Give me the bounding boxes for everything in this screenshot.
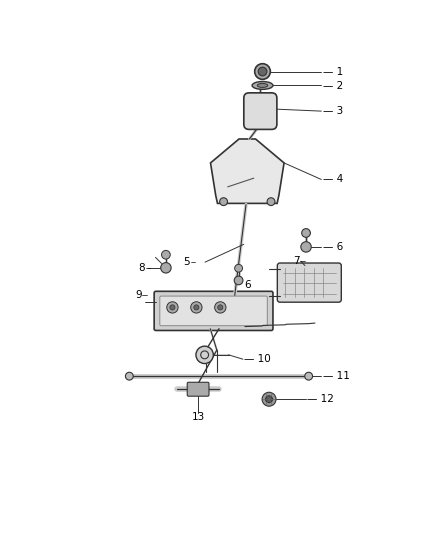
Circle shape (234, 276, 243, 285)
Circle shape (267, 198, 275, 206)
FancyBboxPatch shape (277, 263, 341, 302)
Text: 13: 13 (191, 411, 205, 422)
Circle shape (254, 63, 270, 79)
Circle shape (258, 67, 267, 76)
Text: — 6: — 6 (322, 242, 343, 252)
Text: 7: 7 (293, 256, 300, 266)
Text: — 1: — 1 (322, 67, 343, 77)
FancyBboxPatch shape (244, 93, 277, 130)
Polygon shape (211, 139, 284, 204)
Circle shape (125, 372, 133, 380)
Text: — 10: — 10 (244, 354, 271, 364)
Text: 6: 6 (244, 280, 251, 290)
Text: — 2: — 2 (322, 82, 343, 91)
Text: — 3: — 3 (322, 106, 343, 116)
Circle shape (215, 302, 226, 313)
Circle shape (194, 305, 199, 310)
Circle shape (305, 372, 313, 380)
Circle shape (302, 229, 311, 237)
FancyBboxPatch shape (154, 292, 273, 330)
Circle shape (301, 241, 311, 252)
FancyBboxPatch shape (160, 296, 267, 326)
Ellipse shape (252, 82, 273, 90)
Circle shape (219, 198, 227, 206)
Circle shape (235, 264, 243, 272)
Circle shape (262, 392, 276, 406)
Circle shape (162, 251, 170, 259)
Text: 9: 9 (135, 290, 141, 300)
Circle shape (161, 263, 171, 273)
Circle shape (170, 305, 175, 310)
Circle shape (196, 346, 213, 364)
Circle shape (191, 302, 202, 313)
Text: 8: 8 (138, 263, 145, 273)
Text: — 12: — 12 (307, 394, 334, 404)
Circle shape (265, 396, 272, 403)
Text: 5: 5 (183, 257, 189, 267)
Ellipse shape (257, 84, 268, 87)
Text: — 11: — 11 (322, 371, 350, 381)
Text: — 4: — 4 (322, 174, 343, 184)
Circle shape (167, 302, 178, 313)
Circle shape (218, 305, 223, 310)
FancyBboxPatch shape (187, 382, 209, 396)
